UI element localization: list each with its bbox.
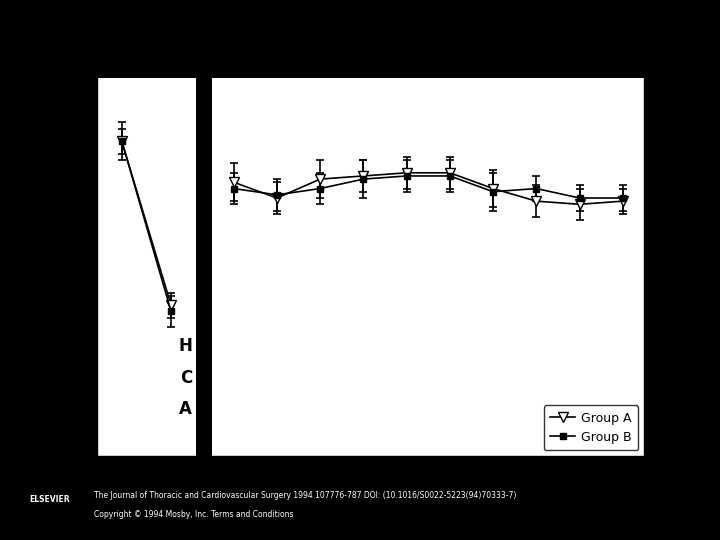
Text: The Journal of Thoracic and Cardiovascular Surgery 1994 107776-787 DOI: (10.1016: The Journal of Thoracic and Cardiovascul… [94,491,516,501]
Legend: Group A, Group B: Group A, Group B [544,406,638,450]
Text: H: H [179,337,193,355]
Text: C: C [180,368,192,387]
Text: Time Post-HCA (hours): Time Post-HCA (hours) [350,502,506,516]
Text: Copyright © 1994 Mosby, Inc. Terms and Conditions: Copyright © 1994 Mosby, Inc. Terms and C… [94,510,293,519]
Text: ELSEVIER: ELSEVIER [29,495,69,504]
Y-axis label: MAP
(mmHg): MAP (mmHg) [28,239,58,296]
Text: A: A [179,400,192,418]
Text: Fig. 2: Fig. 2 [340,19,380,34]
